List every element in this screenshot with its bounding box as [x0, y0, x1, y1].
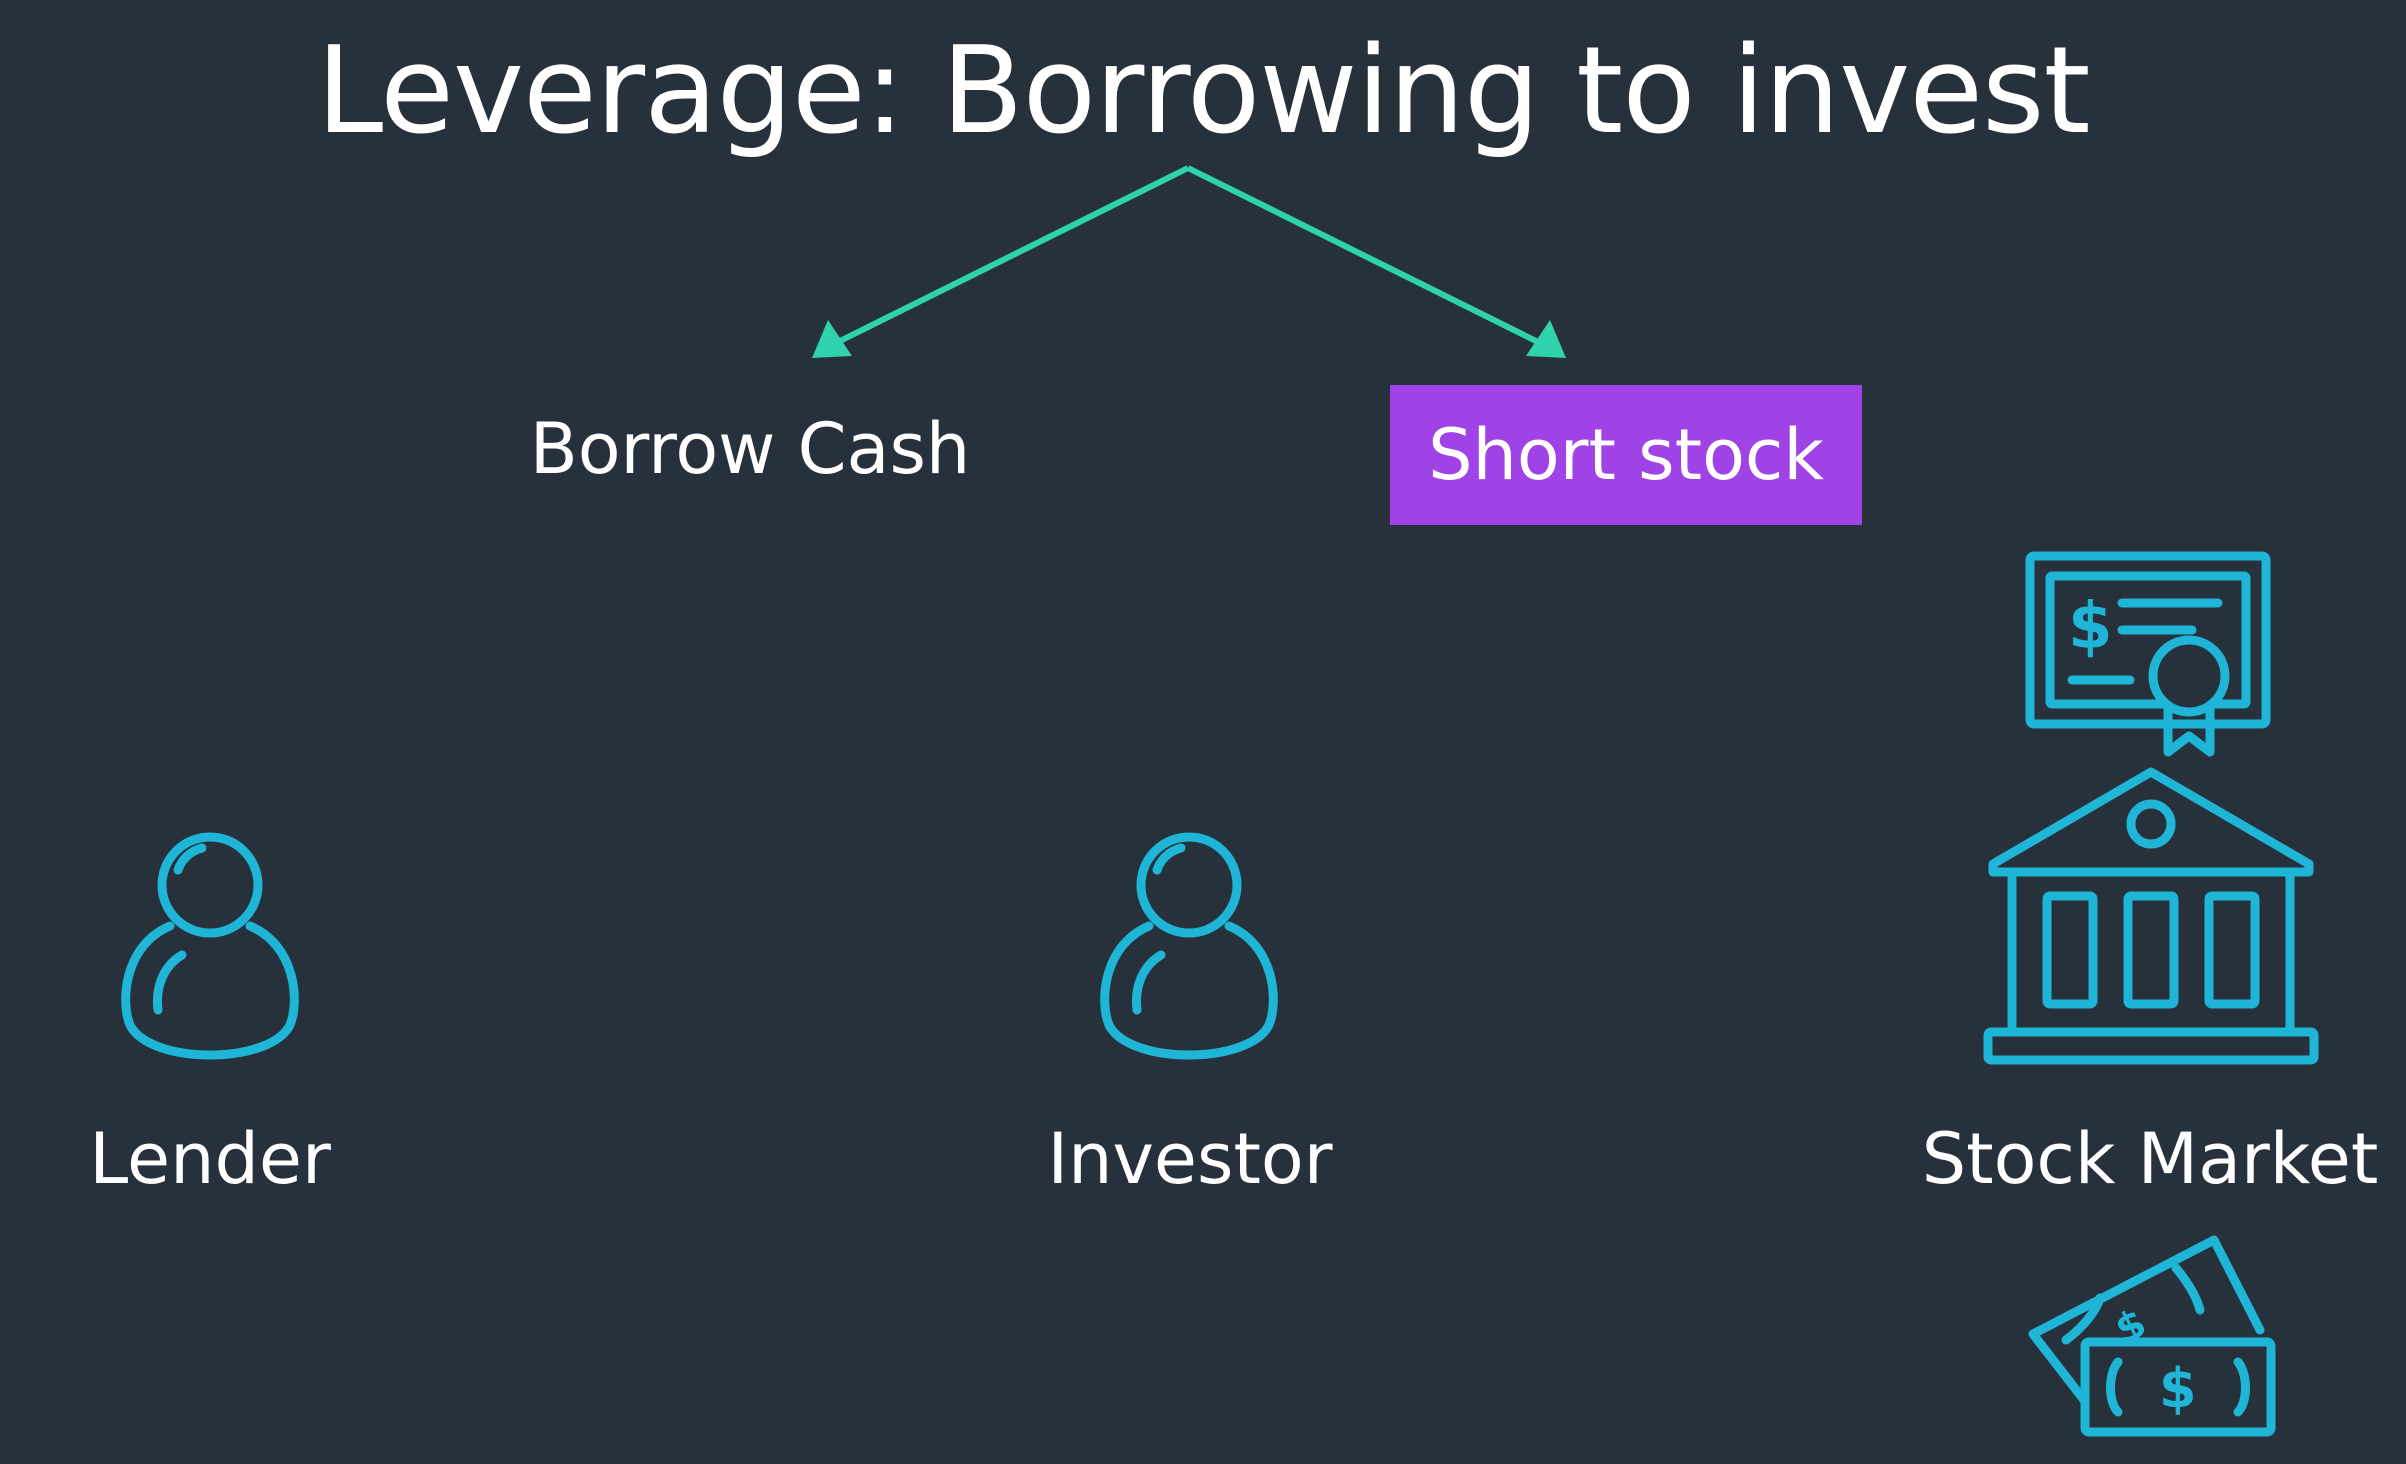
short-stock-label: Short stock: [1428, 414, 1824, 496]
short-stock-box: Short stock: [1390, 385, 1862, 525]
investor-label: Investor: [1047, 1118, 1333, 1200]
arrow-left-line: [836, 165, 1190, 345]
arrow-left-head: [812, 320, 852, 358]
arrow-right-head: [1526, 320, 1566, 358]
stock-certificate-icon: $: [2025, 551, 2271, 757]
branch-arrows: [812, 165, 1566, 358]
svg-text:$: $: [2068, 590, 2113, 664]
svg-text:$: $: [2159, 1357, 2197, 1420]
cash-bills-icon: $ $: [2028, 1235, 2276, 1437]
lender-label: Lender: [89, 1118, 331, 1200]
investor-person-icon: [1100, 832, 1278, 1060]
slide-title: Leverage: Borrowing to invest: [316, 22, 2090, 161]
lender-person-icon: [121, 832, 299, 1060]
bank-building-icon: [1983, 767, 2319, 1065]
stock-market-label: Stock Market: [1921, 1118, 2379, 1200]
arrow-right-line: [1186, 165, 1540, 345]
borrow-cash-label: Borrow Cash: [529, 408, 971, 490]
